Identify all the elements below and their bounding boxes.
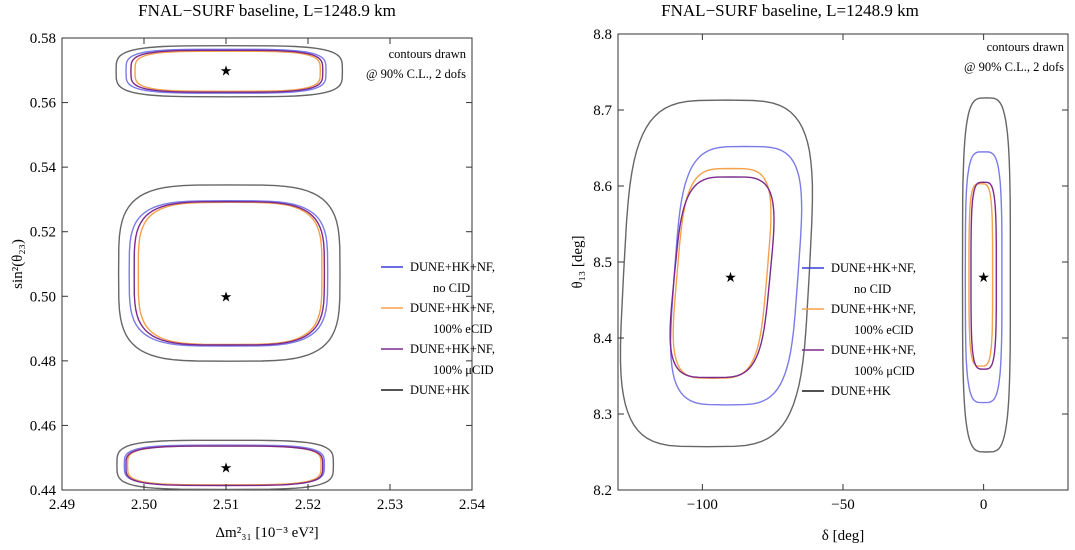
y-tick-label: 8.6: [593, 179, 612, 195]
tick-layer: 2.49 2.50 2.51 2.52 2.53 2.54 0.44 0.46 0.48 0.50…: [30, 31, 486, 513]
legend-label: DUNE+HK: [831, 384, 891, 398]
contour-nf-1: [968, 182, 994, 367]
y-tick-label: 8.5: [593, 255, 612, 271]
best-fit-star: ★: [220, 290, 233, 305]
contour-nf-0: [125, 48, 327, 94]
x-axis-label: Δm²₃₁ [10⁻³ eV²]: [215, 525, 318, 541]
contour-dune-hk: [116, 439, 335, 491]
x-tick-label: 2.53: [377, 497, 403, 513]
best-fit-layer: ★ ★: [724, 271, 990, 286]
plot-frame: [61, 37, 473, 491]
chart-left: FNAL−SURF baseline, L=1248.9 km 2.49 2.50…: [10, 1, 495, 541]
y-tick-label: 8.7: [593, 103, 612, 119]
best-fit-layer: ★ ★ ★: [220, 64, 233, 476]
best-fit-star: ★: [977, 271, 990, 286]
y-tick-label: 8.2: [593, 483, 612, 499]
y-tick-label: 0.56: [30, 96, 57, 112]
contour-nf-0: [964, 151, 1003, 404]
legend: DUNE+HK+NF, no CID DUNE+HK+NF, 100% eCID DUN…: [802, 261, 916, 398]
y-tick-label: 0.46: [30, 418, 57, 434]
x-tick-label: 0: [980, 497, 988, 513]
y-tick-label: 8.4: [593, 331, 612, 347]
best-fit-star: ★: [724, 271, 737, 286]
y-tick-label: 8.3: [593, 407, 612, 423]
contour-dune-hk: [961, 97, 1011, 453]
contour-nf-1: [672, 167, 772, 380]
y-tick-label: 0.50: [30, 289, 56, 305]
x-tick-label: 2.49: [49, 497, 75, 513]
chart-title: FNAL−SURF baseline, L=1248.9 km: [138, 1, 396, 20]
legend-label: DUNE+HK+NF,: [410, 301, 495, 315]
legend-label-line2: 100% μCID: [854, 364, 915, 378]
legend-label: DUNE+HK+NF,: [831, 343, 916, 357]
y-tick-label: 8.8: [593, 27, 612, 43]
x-tick-label: 2.51: [213, 497, 239, 513]
chart-right: FNAL−SURF baseline, L=1248.9 km −100 −50 0…: [570, 1, 1069, 544]
y-tick-label: 0.44: [30, 483, 57, 499]
contour-nf-2: [125, 445, 324, 487]
legend: DUNE+HK+NF, no CID DUNE+HK+NF, 100% eCID DUN…: [381, 260, 495, 397]
tick-layer: −100 −50 0 8.2 8.3 8.4 8.5 8.6 8.7 8.8: [593, 27, 1068, 513]
legend-label: DUNE+HK: [410, 383, 470, 397]
x-tick-label: 2.50: [131, 497, 157, 513]
annotation-line-2: @ 90% C.L., 2 dofs: [366, 67, 466, 81]
contour-nf-0: [128, 199, 329, 347]
x-tick-label: 2.54: [459, 497, 486, 513]
contour-nf-2: [970, 181, 997, 370]
legend-label: DUNE+HK+NF,: [410, 260, 495, 274]
contour-layer: [115, 44, 344, 491]
y-tick-label: 0.58: [30, 31, 56, 47]
contour-nf-2: [669, 176, 775, 379]
annotation-line-1: contours drawn: [389, 47, 467, 61]
y-axis-label: θ₁₃ [deg]: [570, 235, 586, 288]
contour-nf-1: [137, 201, 323, 346]
y-tick-label: 0.48: [30, 354, 56, 370]
legend-label-line2: 100% eCID: [854, 323, 913, 337]
legend-label-line2: 100% μCID: [433, 363, 494, 377]
annotation-line-1: contours drawn: [987, 40, 1065, 54]
contour-nf-2: [133, 200, 326, 346]
chart-title: FNAL−SURF baseline, L=1248.9 km: [661, 1, 919, 20]
y-tick-label: 0.54: [30, 160, 57, 176]
x-tick-label: −100: [687, 497, 718, 513]
x-axis-label: δ [deg]: [822, 528, 864, 544]
contour-dune-hk: [619, 99, 814, 448]
legend-label: DUNE+HK+NF,: [831, 302, 916, 316]
legend-label-line2: no CID: [433, 281, 470, 295]
contour-dune-hk: [115, 44, 344, 98]
best-fit-star: ★: [220, 461, 233, 476]
x-tick-label: −50: [831, 497, 854, 513]
x-tick-label: 2.52: [295, 497, 321, 513]
contour-nf-2: [130, 49, 324, 93]
annotation-line-2: @ 90% C.L., 2 dofs: [964, 60, 1064, 74]
best-fit-star: ★: [220, 64, 233, 79]
y-axis-label: sin²(θ₂₃): [10, 239, 26, 289]
y-tick-label: 0.52: [30, 225, 56, 241]
legend-label: DUNE+HK+NF,: [831, 261, 916, 275]
legend-label-line2: 100% eCID: [433, 322, 492, 336]
legend-label: DUNE+HK+NF,: [410, 342, 495, 356]
contour-layer: [619, 97, 1011, 453]
contour-nf-1: [134, 50, 322, 93]
contour-dune-hk: [117, 184, 341, 362]
legend-label-line2: no CID: [854, 282, 891, 296]
